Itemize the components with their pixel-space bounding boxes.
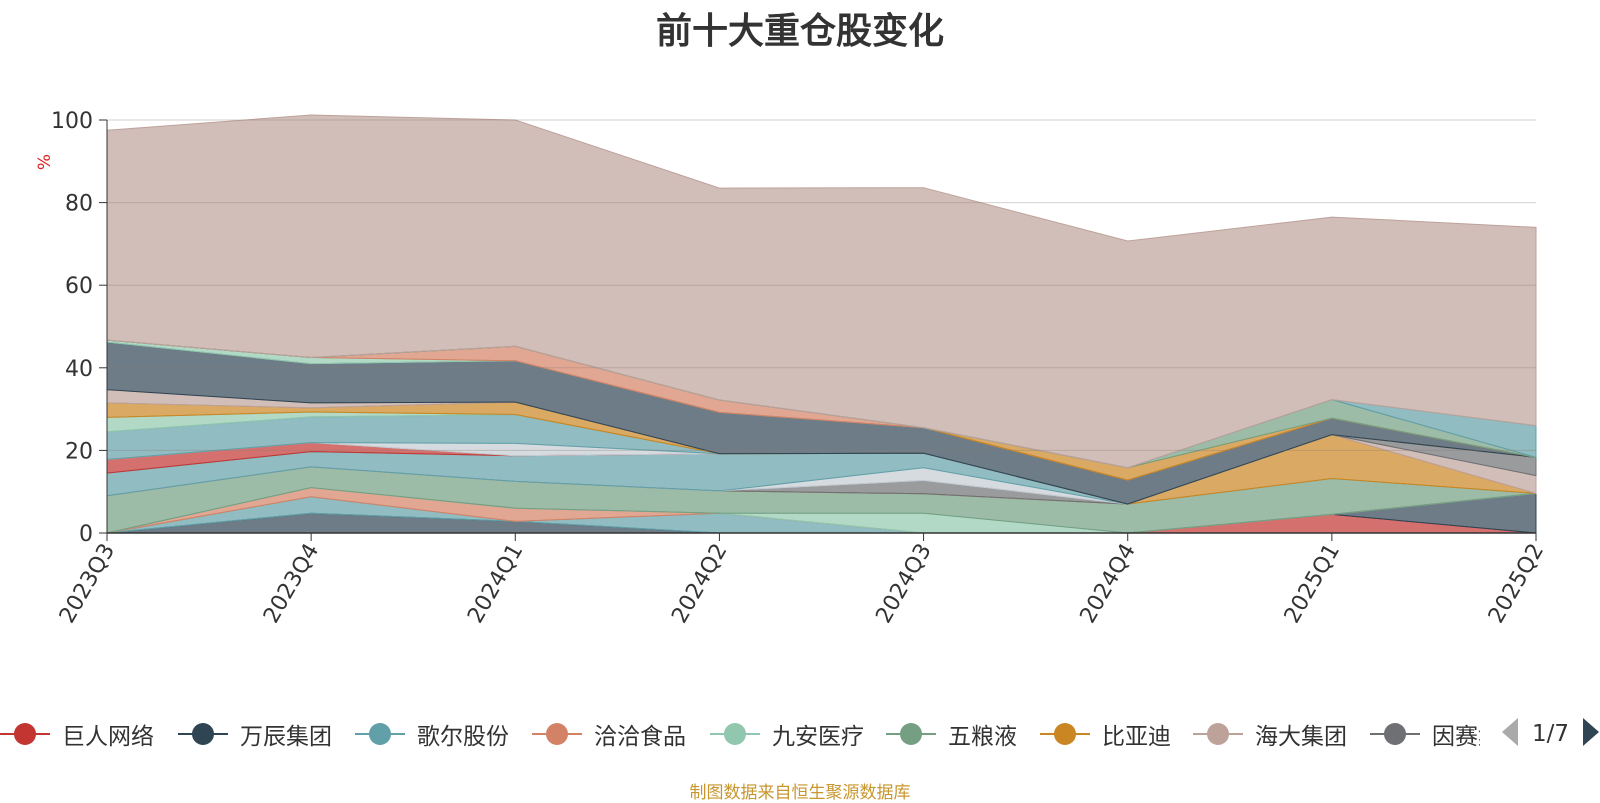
x-tick-label: 2025Q2 [1484,540,1549,628]
area-layers [106,114,1537,534]
legend-items: 巨人网络 万辰集团 歌尔股份 洽洽食品 九安医疗 五粮液 比亚迪 海大集团 因赛集团 [0,712,1480,756]
legend-pager: 1/7 [1500,712,1600,756]
legend-marker-icon [1370,723,1420,745]
x-tick-label: 2023Q3 [55,540,120,628]
legend-item[interactable]: 比亚迪 [1040,712,1171,756]
legend-marker-icon [1040,723,1090,745]
legend: 巨人网络 万辰集团 歌尔股份 洽洽食品 九安医疗 五粮液 比亚迪 海大集团 因赛集团 1/7 [0,712,1600,756]
y-tick-label: 80 [65,192,93,217]
legend-marker-icon [1193,723,1243,745]
prev-page-icon[interactable] [1500,717,1520,751]
legend-item[interactable]: 巨人网络 [0,712,154,756]
x-tick-label: 2024Q4 [1076,540,1141,628]
legend-label: 歌尔股份 [417,724,509,750]
legend-label: 五粮液 [948,724,1017,750]
legend-marker-icon [886,723,936,745]
legend-label: 九安医疗 [772,724,864,750]
chart-title: 前十大重仓股变化 [655,11,944,52]
y-tick-label: 60 [65,274,93,299]
y-tick-label: 100 [51,109,93,134]
legend-item[interactable]: 因赛集团 [1370,712,1480,756]
legend-marker-icon [178,723,228,745]
legend-marker-icon [0,723,50,745]
legend-item[interactable]: 九安医疗 [710,712,864,756]
y-tick-label: 20 [65,439,93,464]
data-source-note: 制图数据来自恒生聚源数据库 [689,783,911,803]
legend-label: 因赛集团 [1432,724,1480,750]
area-series-24 [106,114,1537,469]
legend-label: 洽洽食品 [594,724,686,750]
next-page-icon[interactable] [1581,717,1600,751]
legend-item[interactable]: 海大集团 [1193,712,1347,756]
legend-label: 万辰集团 [240,724,332,750]
y-tick-label: 0 [79,522,93,547]
legend-marker-icon [532,723,582,745]
grid-lines [107,119,1536,451]
legend-item[interactable]: 五粮液 [886,712,1017,756]
x-tick-label: 2023Q4 [259,540,324,628]
legend-marker-icon [355,723,405,745]
x-tick-label: 2024Q2 [667,540,732,628]
x-tick-label: 2025Q1 [1280,540,1345,628]
legend-label: 海大集团 [1255,724,1347,750]
legend-page-indicator: 1/7 [1532,721,1570,747]
y-tick-label: 40 [65,357,93,382]
legend-item[interactable]: 万辰集团 [178,712,332,756]
y-axis-label: % [35,154,55,170]
x-tick-label: 2024Q1 [463,540,528,628]
x-tick-label: 2024Q3 [871,540,936,628]
legend-label: 比亚迪 [1102,724,1171,750]
area-chart: 0 20 40 60 80 100 2023Q3 2023Q4 2024Q1 2024Q2 2024… [35,109,1549,628]
legend-item[interactable]: 歌尔股份 [355,712,509,756]
legend-marker-icon [710,723,760,745]
legend-item[interactable]: 洽洽食品 [532,712,686,756]
legend-label: 巨人网络 [62,724,154,750]
